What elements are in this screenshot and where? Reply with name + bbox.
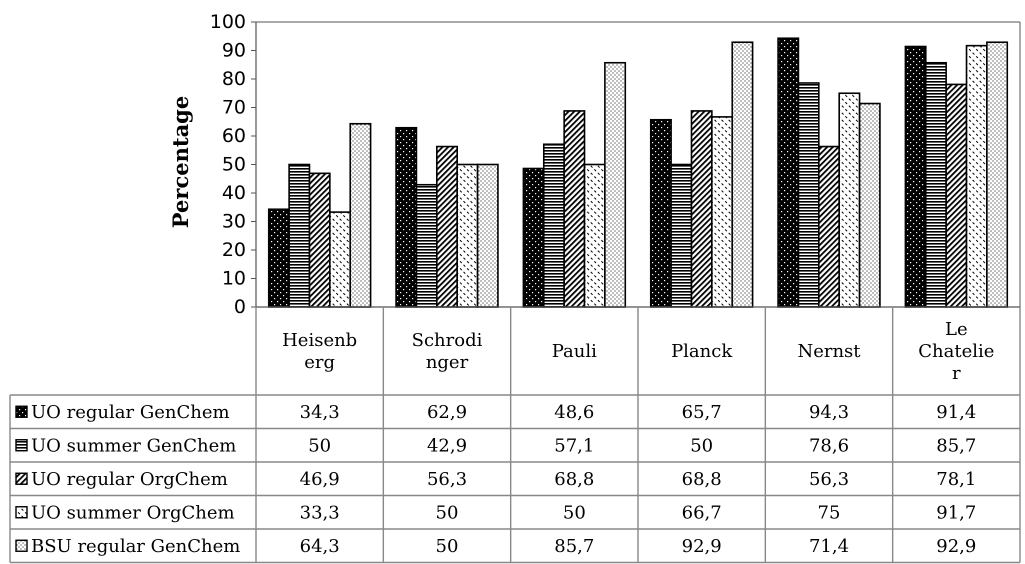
series-name: UO regular OrgChem xyxy=(31,469,228,490)
category-label: Pauli xyxy=(552,341,597,362)
bar-2-3 xyxy=(542,143,565,308)
series-name: UO summer GenChem xyxy=(31,435,236,456)
table-cell-value: 62,9 xyxy=(427,402,467,423)
bar-4-6 xyxy=(965,44,988,308)
series-name: BSU regular GenChem xyxy=(31,536,240,557)
table-cell-value: 91,7 xyxy=(936,502,976,523)
y-tick-label: 100 xyxy=(210,11,246,33)
table-cell-value: 50 xyxy=(690,435,713,456)
legend-key-swatch xyxy=(15,506,28,519)
y-tick-label: 30 xyxy=(222,211,246,233)
table-cell-value: 71,4 xyxy=(809,536,849,557)
category-label: Heisenb xyxy=(282,330,357,351)
legend-key-swatch xyxy=(15,439,28,452)
bar-1-4 xyxy=(649,118,672,308)
category-label: Nernst xyxy=(797,341,861,362)
bar-3-2 xyxy=(436,145,458,308)
bar-1-2 xyxy=(395,126,418,308)
y-tick-label: 90 xyxy=(222,40,246,62)
bar-3-1 xyxy=(308,172,331,308)
y-tick-label: 80 xyxy=(222,68,246,90)
bars xyxy=(256,37,1020,308)
y-tick-label: 70 xyxy=(222,97,246,119)
table-cell-value: 46,9 xyxy=(300,469,340,490)
category-label: r xyxy=(952,363,961,384)
table-cell-value: 50 xyxy=(308,435,331,456)
bar-4-1 xyxy=(329,211,352,308)
bar-2-5 xyxy=(797,82,820,308)
table-cell-value: 48,6 xyxy=(554,402,594,423)
y-tick-label: 40 xyxy=(222,182,246,204)
table-cell-value: 78,6 xyxy=(809,435,849,456)
bar-4-4 xyxy=(711,116,734,308)
bar-1-3 xyxy=(522,167,545,308)
bar-3-4 xyxy=(690,110,713,308)
category-label: Le xyxy=(945,319,968,340)
bar-2-2 xyxy=(415,183,438,308)
bar-4-2 xyxy=(456,163,479,308)
table-cell-value: 33,3 xyxy=(300,502,340,523)
bar-2-4 xyxy=(670,163,693,308)
bar-5-3 xyxy=(604,61,627,308)
bar-1-6 xyxy=(904,45,927,308)
table-cell-value: 50 xyxy=(436,536,459,557)
bar-5-2 xyxy=(476,163,499,308)
bar-4-3 xyxy=(583,163,606,308)
table-cell-value: 50 xyxy=(563,502,586,523)
bar-3-5 xyxy=(818,145,840,308)
table-cell-value: 75 xyxy=(818,502,841,523)
bar-3-6 xyxy=(945,83,968,308)
table-cell-value: 94,3 xyxy=(809,402,849,423)
table-cell-value: 42,9 xyxy=(427,435,467,456)
category-label: erg xyxy=(304,352,335,373)
category-label: Schrodi xyxy=(412,330,483,351)
y-tick-label: 50 xyxy=(222,154,246,176)
legend-key-swatch xyxy=(15,472,28,485)
table-cell-value: 92,9 xyxy=(682,536,722,557)
bar-5-6 xyxy=(986,41,1009,308)
table-cell-value: 56,3 xyxy=(809,469,849,490)
bar-3-3 xyxy=(563,110,586,308)
table-cell-value: 85,7 xyxy=(936,435,976,456)
table-cell-value: 78,1 xyxy=(936,469,976,490)
bar-5-4 xyxy=(731,41,754,308)
y-tick-label: 0 xyxy=(234,296,246,318)
table-cell-value: 50 xyxy=(436,502,459,523)
legend-key-swatch xyxy=(15,405,28,418)
bar-1-5 xyxy=(777,37,800,308)
bar-2-1 xyxy=(288,163,311,308)
series-name: UO summer OrgChem xyxy=(31,502,235,523)
table-cell-value: 92,9 xyxy=(936,536,976,557)
bar-2-6 xyxy=(924,61,947,308)
bar-5-5 xyxy=(858,102,881,308)
y-tick-label: 20 xyxy=(222,239,246,261)
y-axis-label: Percentage xyxy=(168,96,193,228)
table-cell-value: 68,8 xyxy=(682,469,722,490)
table-cell-value: 65,7 xyxy=(682,402,722,423)
table-cell-value: 85,7 xyxy=(554,536,594,557)
table-cell-value: 64,3 xyxy=(300,536,340,557)
y-tick-label: 10 xyxy=(222,268,246,290)
series-name: UO regular GenChem xyxy=(31,402,230,423)
bar-1-1 xyxy=(267,208,290,308)
table-cell-value: 56,3 xyxy=(427,469,467,490)
bar-5-1 xyxy=(349,122,372,308)
legend-key-swatch xyxy=(15,539,28,552)
table-cell-value: 34,3 xyxy=(300,402,340,423)
category-label: nger xyxy=(426,352,469,373)
table-cell-value: 57,1 xyxy=(554,435,594,456)
category-label: Chatelie xyxy=(918,341,994,362)
y-tick-label: 60 xyxy=(222,125,246,147)
table-cell-value: 66,7 xyxy=(682,502,722,523)
category-label: Planck xyxy=(671,341,733,362)
table-cell-value: 91,4 xyxy=(936,402,976,423)
y-axis: 0 10 20 30 40 50 60 70 80 90 100 xyxy=(210,11,1021,318)
table-cell-value: 68,8 xyxy=(554,469,594,490)
bar-4-5 xyxy=(838,92,861,308)
